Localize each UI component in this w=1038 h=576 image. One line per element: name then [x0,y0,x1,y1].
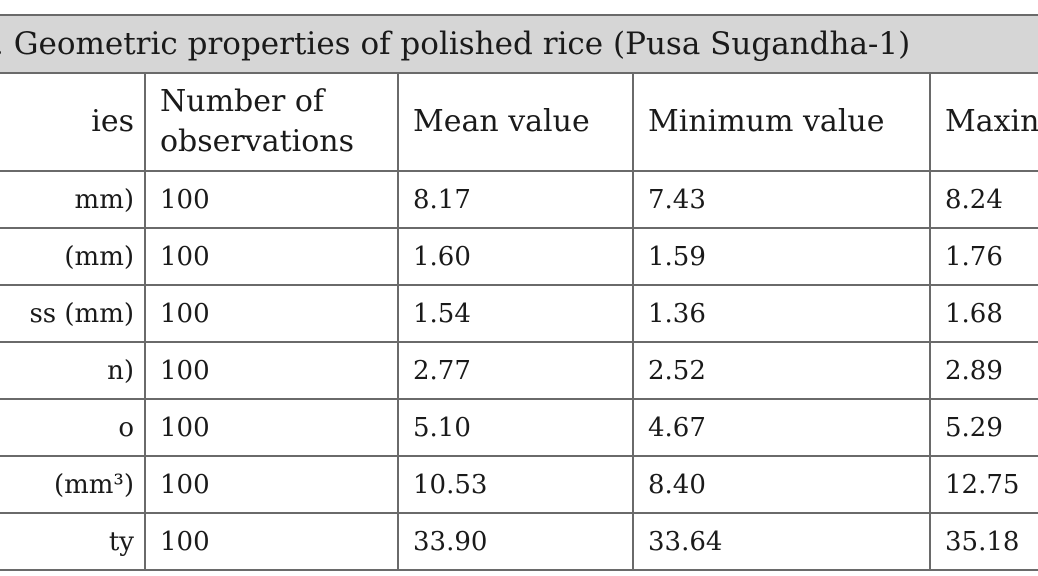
observations-cell: 100 [144,171,398,229]
table-caption: . Geometric properties of polished rice … [0,16,1038,74]
maximum-cell: 1.68 [929,285,1038,343]
minimum-cell: 33.64 [632,513,930,569]
mean-cell: 10.53 [397,456,633,514]
minimum-cell: 2.52 [632,342,930,400]
table-row: ss (mm) 100 1.54 1.36 1.68 [0,285,1038,343]
properties-table: ies Number of observations Mean value Mi… [0,74,1038,569]
mean-cell: 1.54 [397,285,633,343]
mean-cell: 1.60 [397,228,633,286]
property-cell: n) [0,342,145,400]
header-maximum: Maxin [929,74,1038,172]
maximum-cell: 5.29 [929,399,1038,457]
observations-cell: 100 [144,228,398,286]
header-observations: Number of observations [144,74,398,172]
property-cell: o [0,399,145,457]
property-cell: ss (mm) [0,285,145,343]
observations-cell: 100 [144,399,398,457]
maximum-cell: 2.89 [929,342,1038,400]
minimum-cell: 8.40 [632,456,930,514]
minimum-cell: 1.36 [632,285,930,343]
property-cell: (mm³) [0,456,145,514]
header-mean: Mean value [397,74,633,172]
mean-cell: 5.10 [397,399,633,457]
minimum-cell: 7.43 [632,171,930,229]
mean-cell: 33.90 [397,513,633,569]
property-cell: (mm) [0,228,145,286]
maximum-cell: 1.76 [929,228,1038,286]
observations-cell: 100 [144,342,398,400]
mean-cell: 2.77 [397,342,633,400]
minimum-cell: 1.59 [632,228,930,286]
maximum-cell: 8.24 [929,171,1038,229]
property-cell: ty [108,526,134,557]
mean-cell: 8.17 [397,171,633,229]
maximum-cell: 35.18 [929,513,1038,569]
property-cell: mm) [0,171,145,229]
table-row: ty 100 33.90 33.64 35.18 [0,513,1038,569]
header-minimum: Minimum value [632,74,930,172]
table-row: (mm³) 100 10.53 8.40 12.75 [0,456,1038,514]
header-properties: ies [0,74,145,172]
maximum-cell: 12.75 [929,456,1038,514]
table-row: o 100 5.10 4.67 5.29 [0,399,1038,457]
observations-cell: 100 [144,456,398,514]
table-row: mm) 100 8.17 7.43 8.24 [0,171,1038,229]
table-row: (mm) 100 1.60 1.59 1.76 [0,228,1038,286]
table-row: n) 100 2.77 2.52 2.89 [0,342,1038,400]
observations-cell: 100 [144,285,398,343]
properties-table-frame: . Geometric properties of polished rice … [0,14,1038,571]
header-row: ies Number of observations Mean value Mi… [0,74,1038,172]
minimum-cell: 4.67 [632,399,930,457]
observations-cell: 100 [144,513,398,569]
